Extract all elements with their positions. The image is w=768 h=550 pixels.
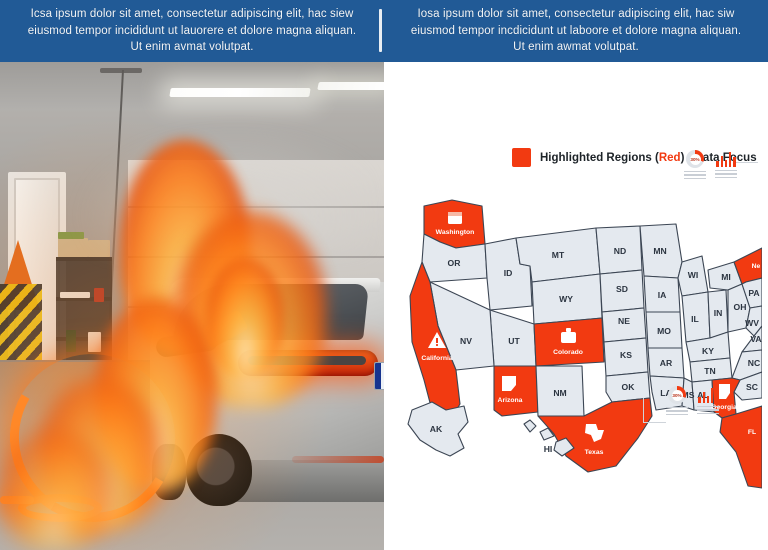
legend-swatch-red: [512, 148, 531, 167]
legend-prefix: Highlighted Regions (: [540, 151, 659, 164]
bar-widget-bottom: [697, 386, 719, 415]
shelf-item-white: [60, 292, 90, 298]
flame: [0, 430, 110, 550]
warning-triangle-bar: [436, 338, 438, 343]
leader-line-bottom: [644, 422, 666, 423]
briefcase-handle-icon: [566, 328, 571, 332]
shelf-jug-white: [88, 332, 101, 352]
state-UT[interactable]: [489, 309, 537, 367]
bar-chart-icon: [698, 386, 718, 403]
text-placeholder-lines: [715, 170, 737, 179]
state-KS[interactable]: [603, 337, 649, 377]
header-left-text: Icsa ipsum dolor sit amet, consectetur a…: [27, 8, 357, 54]
state-PA[interactable]: [741, 277, 762, 309]
bar-chart-icon: [716, 150, 736, 167]
warning-triangle-dot: [435, 343, 439, 347]
state-AZ[interactable]: [493, 365, 539, 417]
state-shape-icon: [719, 384, 730, 399]
ev-garage-fire-photo: [0, 62, 384, 550]
text-placeholder-lines: [697, 406, 719, 415]
state-WY[interactable]: [531, 273, 603, 325]
state-shape-icon: [502, 376, 516, 391]
leader-line-top: [736, 162, 758, 163]
license-plate-band: [375, 363, 381, 389]
state-MN[interactable]: [639, 223, 683, 279]
state-WV[interactable]: [745, 305, 762, 337]
state-VA[interactable]: [741, 325, 762, 353]
briefcase-icon: [561, 332, 576, 343]
state-label-HI: HI: [544, 444, 553, 454]
donut-widget-bottom: 30%: [666, 386, 688, 416]
header-divider: [379, 9, 382, 52]
leader-line-bottom-vertical: [643, 398, 644, 423]
state-shape-icon: [585, 424, 604, 442]
state-FL[interactable]: [719, 405, 762, 489]
header-right-text: Iosa ipsum dolor sit amet, consectetur a…: [410, 8, 742, 54]
state-HI-1[interactable]: [523, 419, 537, 433]
legend-red-word: Red: [658, 151, 681, 164]
ceiling-light-secondary-icon: [317, 82, 384, 90]
state-shape-icon-top: [448, 212, 462, 216]
info-cluster-bottom: 30%: [666, 386, 719, 416]
state-HI-2[interactable]: [539, 427, 555, 441]
state-NM[interactable]: [535, 365, 585, 417]
state-KY[interactable]: [685, 331, 731, 363]
state-AK[interactable]: [407, 401, 469, 457]
donut-value-bottom: 30%: [672, 392, 682, 398]
state-ND[interactable]: [595, 225, 643, 275]
header-right-block: Iosa ipsum dolor sit amet, consectetur a…: [384, 0, 768, 62]
vehicle-lower-reflector: [292, 456, 384, 463]
us-states-map: OR ID MT WY NV UT NM ND SD NE KS OK MN I…: [407, 199, 762, 489]
bar-widget-top: [715, 150, 737, 179]
state-AR[interactable]: [647, 347, 685, 379]
state-SD[interactable]: [599, 269, 645, 313]
text-placeholder-lines: [684, 171, 706, 180]
state-IN[interactable]: [707, 289, 729, 339]
flame: [206, 258, 284, 378]
map-canvas: OR ID MT WY NV UT NM ND SD NE KS OK MN I…: [384, 62, 768, 550]
header-left-block: Icsa ipsum dolor sit amet, consectetur a…: [0, 0, 384, 62]
shelf-bottle-red: [94, 288, 104, 302]
donut-chart-icon: 30%: [686, 150, 704, 168]
state-WI[interactable]: [677, 255, 709, 297]
state-IL[interactable]: [681, 291, 711, 343]
state-MO[interactable]: [645, 311, 683, 349]
ceiling-light-icon: [169, 88, 311, 97]
state-IA[interactable]: [643, 275, 681, 313]
donut-widget-top: 30%: [684, 150, 706, 180]
us-map-panel: Highlighted Regions (Red) - Data Focus: [384, 62, 768, 550]
state-HI-3[interactable]: [553, 437, 575, 457]
donut-value-top: 30%: [690, 156, 700, 162]
donut-chart-icon: 30%: [668, 386, 686, 404]
info-cluster-top: 30%: [684, 150, 737, 180]
state-NE[interactable]: [601, 307, 647, 343]
shelf-bottle-dark: [66, 330, 76, 352]
header-banner: Icsa ipsum dolor sit amet, consectetur a…: [0, 0, 768, 62]
text-placeholder-lines: [666, 407, 688, 416]
